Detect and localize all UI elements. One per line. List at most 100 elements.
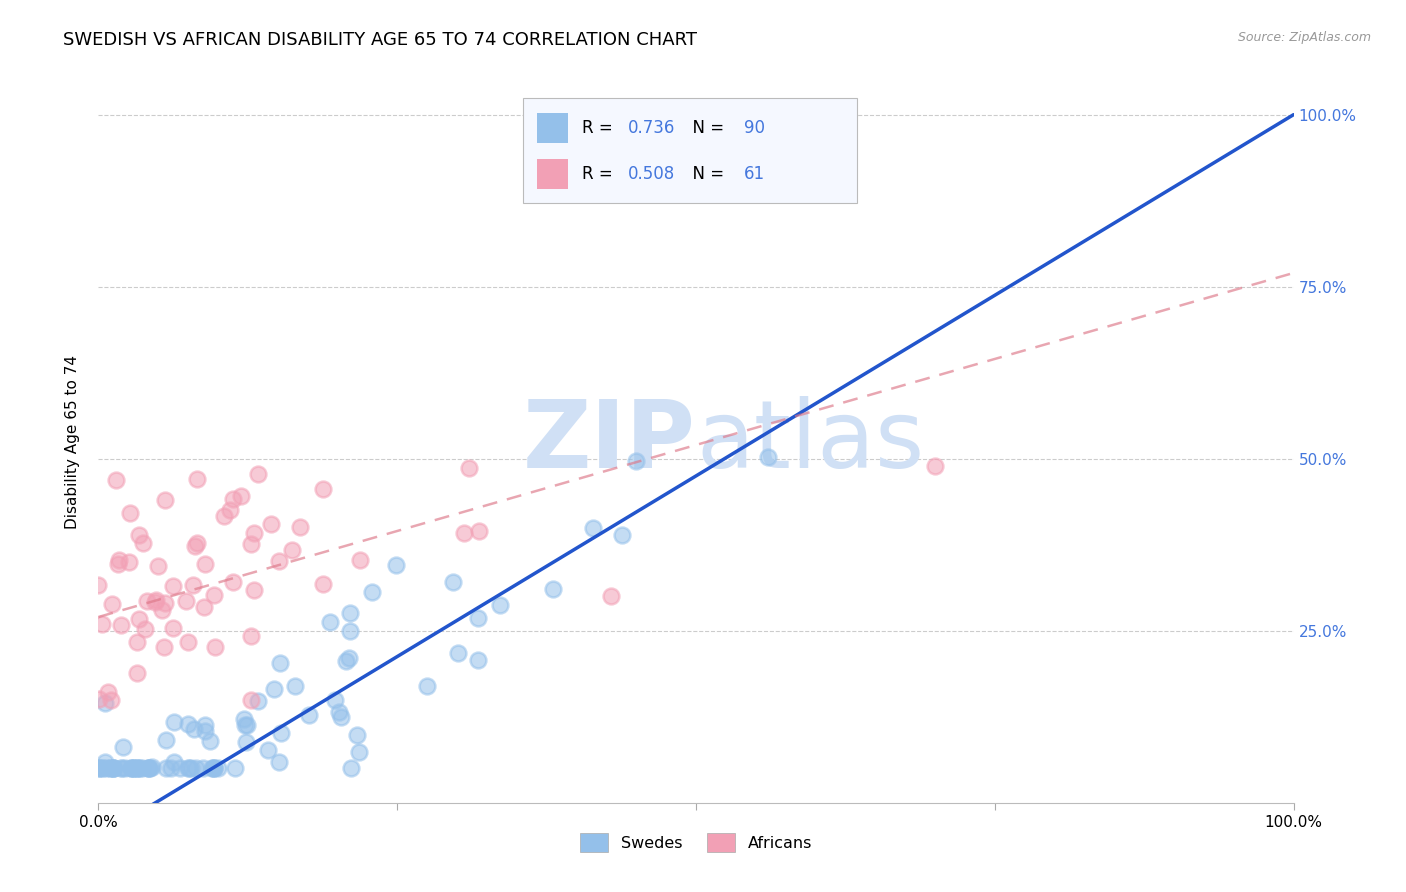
Point xyxy=(143,594,166,608)
Point xyxy=(103,761,125,775)
Point xyxy=(176,635,198,649)
Point xyxy=(318,615,340,630)
Point xyxy=(111,761,134,775)
Point xyxy=(91,616,114,631)
Point xyxy=(100,692,122,706)
Point xyxy=(125,761,148,775)
Point xyxy=(121,761,143,775)
Point xyxy=(131,761,153,775)
Point xyxy=(323,693,346,707)
Point xyxy=(148,559,170,574)
Point xyxy=(159,761,181,775)
Text: 0.508: 0.508 xyxy=(628,165,675,183)
Point xyxy=(224,761,246,775)
Point xyxy=(284,679,307,693)
Point xyxy=(163,714,186,729)
Point xyxy=(191,761,214,775)
Point xyxy=(153,493,176,508)
Point xyxy=(183,723,205,737)
Point xyxy=(145,592,167,607)
Point xyxy=(232,712,254,726)
Text: R =: R = xyxy=(582,165,619,183)
Point xyxy=(132,536,155,550)
Point xyxy=(236,718,259,732)
Point xyxy=(247,467,270,481)
Point xyxy=(330,710,353,724)
Point xyxy=(155,761,177,775)
Point xyxy=(600,589,623,603)
Point xyxy=(624,454,647,468)
Text: Source: ZipAtlas.com: Source: ZipAtlas.com xyxy=(1237,31,1371,45)
Text: 0.736: 0.736 xyxy=(628,119,675,136)
Point xyxy=(337,651,360,665)
Point xyxy=(214,509,236,524)
Point xyxy=(204,640,226,654)
Point xyxy=(127,761,149,775)
Point xyxy=(360,585,382,599)
Point xyxy=(221,575,243,590)
Point xyxy=(141,760,163,774)
Text: N =: N = xyxy=(682,119,728,136)
Point xyxy=(152,603,174,617)
Point xyxy=(177,716,200,731)
Text: R =: R = xyxy=(582,119,619,136)
Point xyxy=(162,621,184,635)
Point xyxy=(193,599,215,614)
Point xyxy=(312,577,335,591)
Point xyxy=(186,536,208,550)
Point xyxy=(110,761,132,775)
Text: SWEDISH VS AFRICAN DISABILITY AGE 65 TO 74 CORRELATION CHART: SWEDISH VS AFRICAN DISABILITY AGE 65 TO … xyxy=(63,31,697,49)
Point xyxy=(201,761,224,775)
Point xyxy=(186,472,208,486)
Point xyxy=(138,761,160,775)
Point xyxy=(98,761,121,775)
Point xyxy=(194,558,217,572)
Point xyxy=(267,554,290,568)
Point xyxy=(107,557,129,571)
Point xyxy=(153,640,176,654)
Point xyxy=(207,761,229,775)
Point xyxy=(489,598,512,612)
Point xyxy=(240,692,263,706)
Point xyxy=(235,735,257,749)
Point xyxy=(202,761,225,775)
Point xyxy=(240,629,263,643)
Text: atlas: atlas xyxy=(696,395,924,488)
FancyBboxPatch shape xyxy=(537,112,568,143)
Point xyxy=(260,516,283,531)
Point xyxy=(153,596,176,610)
FancyBboxPatch shape xyxy=(523,98,858,203)
Point xyxy=(180,761,202,775)
Point xyxy=(117,555,139,569)
Point xyxy=(467,524,489,538)
Point xyxy=(163,755,186,769)
Point xyxy=(129,761,152,775)
Point xyxy=(124,761,146,775)
Point xyxy=(218,503,240,517)
Point xyxy=(112,740,135,755)
Point xyxy=(91,761,114,775)
Point xyxy=(201,761,224,775)
Point xyxy=(120,761,142,775)
Point xyxy=(136,761,159,775)
Point xyxy=(467,611,489,625)
Y-axis label: Disability Age 65 to 74: Disability Age 65 to 74 xyxy=(65,354,80,529)
Point xyxy=(347,745,370,759)
Point xyxy=(267,755,290,769)
Point xyxy=(94,696,117,710)
Point xyxy=(139,761,162,775)
Point xyxy=(229,489,252,503)
Point xyxy=(280,543,302,558)
Legend: Swedes, Africans: Swedes, Africans xyxy=(572,825,820,860)
Point xyxy=(108,553,131,567)
Point xyxy=(101,761,124,775)
Point xyxy=(257,743,280,757)
Point xyxy=(128,612,150,626)
Point xyxy=(121,761,143,775)
Point xyxy=(162,579,184,593)
Point xyxy=(87,577,110,591)
Point xyxy=(101,761,124,775)
Point xyxy=(457,461,479,475)
Point xyxy=(136,761,159,775)
Point xyxy=(110,618,132,632)
